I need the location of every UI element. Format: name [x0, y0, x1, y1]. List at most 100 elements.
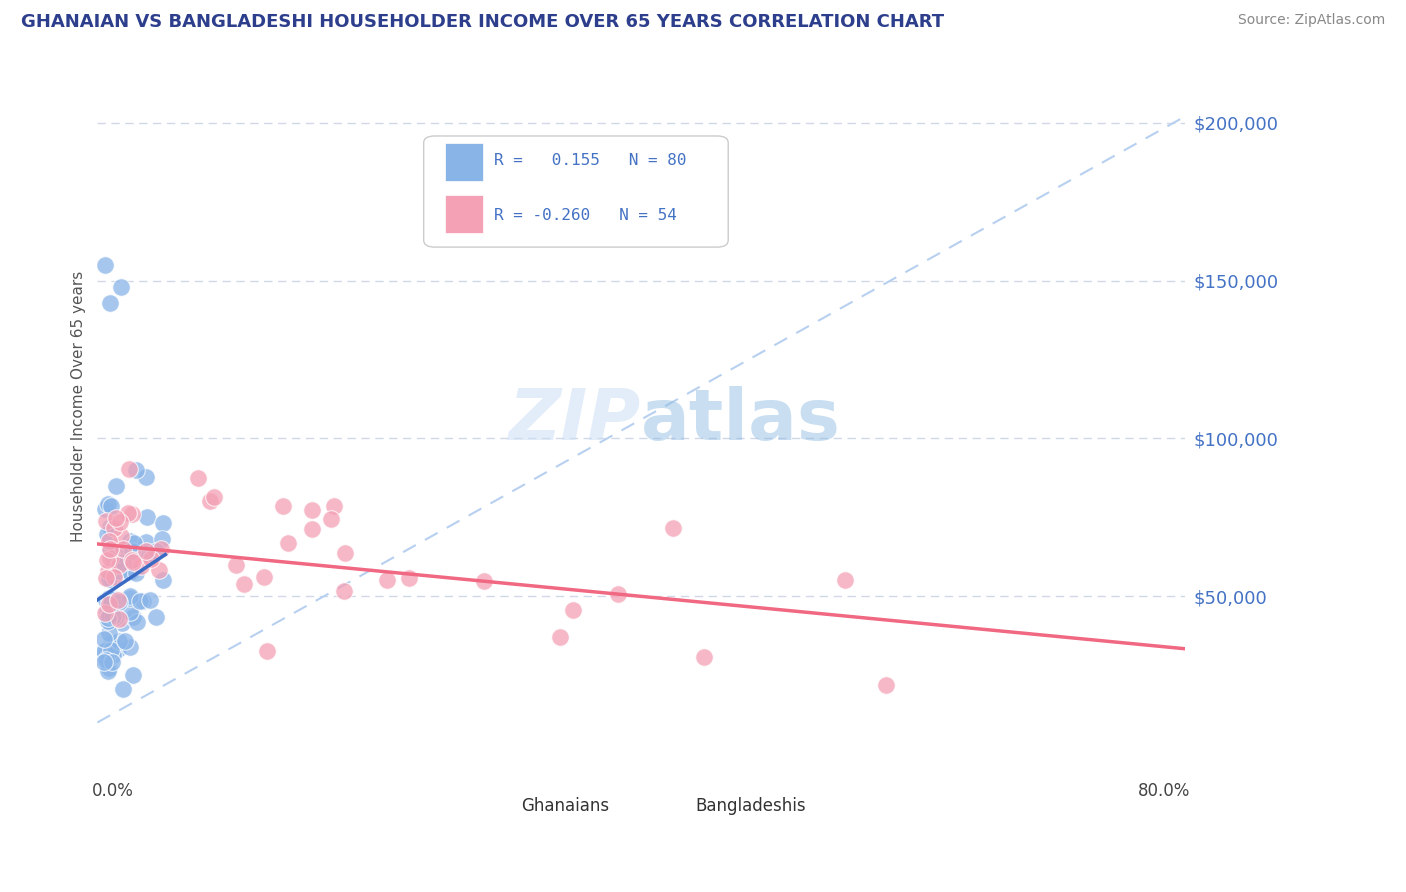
Point — [98, 607, 121, 621]
Text: Ghanaians: Ghanaians — [522, 797, 610, 815]
Point — [273, 500, 295, 514]
Point — [100, 607, 122, 622]
Text: ZIP: ZIP — [509, 386, 641, 455]
Point — [333, 546, 356, 560]
Point — [103, 570, 125, 584]
Text: atlas: atlas — [641, 386, 841, 455]
Point — [97, 534, 120, 549]
Point — [122, 535, 145, 549]
Text: Bangladeshis: Bangladeshis — [696, 797, 806, 815]
Point — [96, 650, 118, 665]
Point — [94, 514, 117, 528]
Point — [150, 533, 173, 547]
Point — [100, 591, 122, 606]
FancyBboxPatch shape — [423, 136, 728, 247]
Point — [252, 570, 274, 584]
Point — [97, 615, 120, 629]
Point — [135, 544, 157, 558]
Point — [107, 595, 129, 609]
Point — [120, 640, 142, 654]
Point — [135, 510, 157, 524]
Point — [112, 682, 135, 697]
Point — [101, 595, 124, 609]
Point — [225, 558, 247, 572]
Point — [375, 573, 398, 587]
Text: GHANAIAN VS BANGLADESHI HOUSEHOLDER INCOME OVER 65 YEARS CORRELATION CHART: GHANAIAN VS BANGLADESHI HOUSEHOLDER INCO… — [21, 13, 945, 31]
Point — [152, 516, 174, 530]
Point — [112, 555, 135, 569]
Point — [110, 280, 132, 294]
Point — [97, 653, 120, 667]
Point — [94, 570, 117, 584]
Point — [94, 592, 117, 607]
Point — [98, 550, 121, 565]
Point — [100, 643, 122, 657]
Point — [100, 596, 122, 610]
Point — [145, 609, 167, 624]
Point — [107, 592, 129, 607]
Point — [114, 633, 136, 648]
Point — [93, 655, 115, 669]
Point — [96, 564, 118, 578]
Point — [136, 547, 159, 561]
Point — [93, 632, 115, 647]
Point — [301, 502, 323, 516]
Point — [100, 499, 122, 513]
Point — [100, 573, 122, 587]
Point — [101, 655, 124, 669]
Point — [100, 592, 122, 607]
Point — [108, 564, 131, 578]
Point — [103, 550, 125, 565]
Point — [187, 471, 209, 485]
Point — [96, 605, 118, 619]
Point — [117, 506, 139, 520]
Point — [132, 594, 155, 608]
Point — [121, 507, 143, 521]
Point — [138, 593, 160, 607]
Point — [96, 553, 118, 567]
Point — [125, 615, 148, 629]
Point — [100, 295, 122, 310]
Point — [148, 563, 170, 577]
Point — [834, 573, 856, 587]
Point — [98, 544, 121, 558]
Point — [97, 611, 120, 625]
Text: 0.0%: 0.0% — [91, 781, 134, 800]
Point — [693, 650, 716, 665]
Point — [108, 634, 131, 648]
Point — [121, 543, 143, 558]
Point — [107, 641, 129, 656]
Point — [94, 502, 117, 516]
Point — [97, 597, 120, 611]
Point — [301, 522, 323, 536]
Point — [96, 497, 118, 511]
Point — [97, 664, 120, 678]
Point — [108, 612, 131, 626]
Point — [108, 551, 131, 566]
Point — [94, 606, 117, 620]
Point — [98, 520, 121, 534]
Point — [145, 543, 167, 558]
Point — [110, 529, 132, 543]
Point — [120, 591, 142, 605]
Point — [118, 534, 141, 549]
Point — [93, 644, 115, 658]
Point — [121, 553, 143, 567]
Point — [150, 541, 173, 556]
Point — [398, 571, 420, 585]
Point — [607, 587, 630, 601]
Point — [198, 494, 221, 508]
Point — [276, 536, 298, 550]
Point — [103, 611, 125, 625]
Point — [135, 470, 157, 484]
Point — [152, 573, 174, 587]
Text: Source: ZipAtlas.com: Source: ZipAtlas.com — [1237, 13, 1385, 28]
Point — [98, 625, 121, 640]
FancyBboxPatch shape — [489, 792, 516, 820]
Point — [112, 549, 135, 564]
Point — [875, 677, 897, 691]
Point — [322, 499, 344, 513]
Text: R = -0.260   N = 54: R = -0.260 N = 54 — [495, 208, 678, 223]
Point — [129, 594, 152, 608]
Point — [118, 461, 141, 475]
